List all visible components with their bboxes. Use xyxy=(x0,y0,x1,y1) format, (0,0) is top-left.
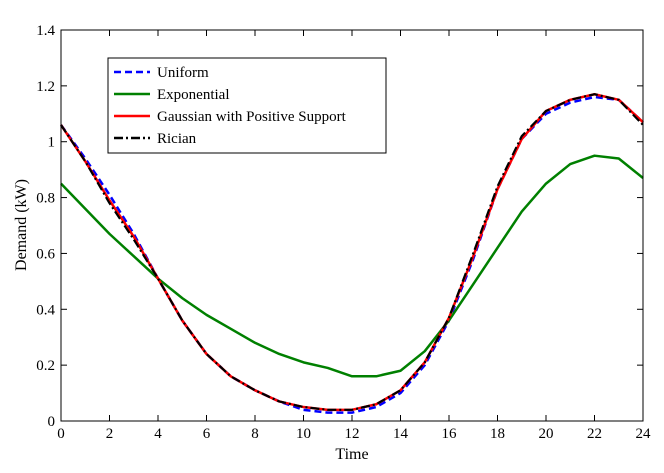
series-line-rician xyxy=(60,93,644,411)
legend-label: Gaussian with Positive Support xyxy=(157,109,347,125)
x-tick-label: 8 xyxy=(251,426,259,442)
y-axis-ticks: 0 0.2 0.4 0.6 0.8 1 1.2 1.4 xyxy=(36,23,643,430)
x-tick-label: 24 xyxy=(636,426,652,442)
x-axis-ticks: 0 2 4 6 8 10 12 14 16 18 20 22 24 xyxy=(57,30,651,442)
y-tick-label: 0.2 xyxy=(36,358,55,374)
series-layer xyxy=(59,92,644,414)
x-tick-label: 20 xyxy=(539,426,554,442)
y-tick-label: 0.4 xyxy=(36,302,55,318)
y-tick-label: 0.6 xyxy=(36,246,55,262)
legend-label: Rician xyxy=(157,131,197,147)
y-tick-label: 0 xyxy=(48,414,56,430)
y-tick-label: 0.8 xyxy=(36,191,55,207)
legend-box xyxy=(107,57,387,154)
x-tick-label: 12 xyxy=(345,426,360,442)
x-tick-label: 18 xyxy=(490,426,505,442)
y-tick-label: 1 xyxy=(48,135,56,151)
x-tick-label: 16 xyxy=(442,426,458,442)
x-tick-label: 10 xyxy=(296,426,311,442)
legend: Uniform Exponential Gaussian with Positive… xyxy=(107,57,387,154)
x-tick-label: 6 xyxy=(203,426,211,442)
x-tick-label: 0 xyxy=(57,426,65,442)
legend-label: Uniform xyxy=(157,65,209,81)
x-tick-label: 2 xyxy=(106,426,114,442)
y-tick-label: 1.4 xyxy=(36,23,55,39)
x-axis-label: Time xyxy=(335,446,368,463)
y-axis-label: Demand (kW) xyxy=(13,179,30,271)
x-tick-label: 14 xyxy=(393,426,409,442)
y-tick-label: 1.2 xyxy=(36,79,55,95)
x-tick-label: 22 xyxy=(587,426,602,442)
x-tick-label: 4 xyxy=(154,426,162,442)
legend-label: Exponential xyxy=(157,87,229,103)
